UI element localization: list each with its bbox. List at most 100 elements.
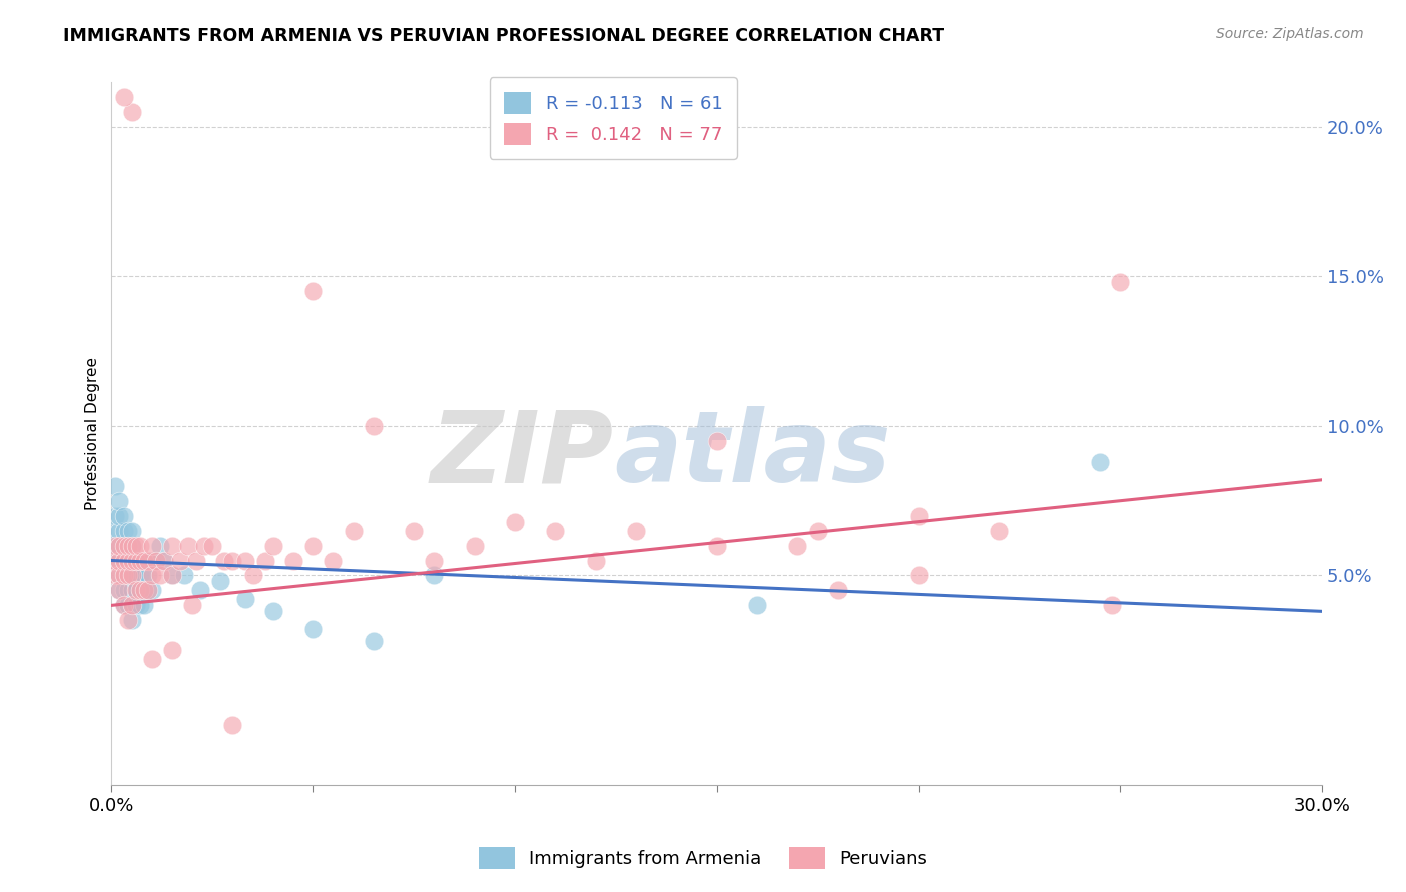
Point bbox=[233, 553, 256, 567]
Point bbox=[1109, 276, 1132, 290]
Point bbox=[141, 553, 163, 567]
Point bbox=[907, 508, 929, 523]
Point bbox=[302, 285, 325, 299]
Text: ZIP: ZIP bbox=[430, 406, 614, 503]
Point bbox=[104, 553, 127, 567]
Point bbox=[132, 599, 155, 613]
Point bbox=[342, 524, 364, 538]
Point bbox=[104, 479, 127, 493]
Point bbox=[302, 622, 325, 636]
Point bbox=[108, 568, 131, 582]
Point bbox=[141, 568, 163, 582]
Point bbox=[112, 524, 135, 538]
Point bbox=[112, 599, 135, 613]
Point bbox=[262, 604, 284, 618]
Point bbox=[117, 583, 139, 598]
Point bbox=[128, 599, 150, 613]
Point bbox=[160, 643, 183, 657]
Point bbox=[706, 539, 728, 553]
Point bbox=[117, 553, 139, 567]
Point bbox=[706, 434, 728, 448]
Point bbox=[464, 539, 486, 553]
Point bbox=[121, 599, 143, 613]
Point bbox=[186, 553, 208, 567]
Point bbox=[827, 583, 849, 598]
Point bbox=[169, 553, 191, 567]
Point bbox=[1088, 455, 1111, 469]
Point bbox=[124, 583, 146, 598]
Point bbox=[188, 583, 211, 598]
Point bbox=[665, 120, 688, 134]
Point bbox=[117, 613, 139, 627]
Point bbox=[745, 599, 768, 613]
Point bbox=[160, 568, 183, 582]
Point bbox=[108, 553, 131, 567]
Point bbox=[214, 553, 236, 567]
Point bbox=[117, 539, 139, 553]
Point bbox=[177, 539, 200, 553]
Point bbox=[117, 553, 139, 567]
Point bbox=[988, 524, 1011, 538]
Point bbox=[145, 553, 167, 567]
Point bbox=[108, 493, 131, 508]
Point bbox=[121, 568, 143, 582]
Point bbox=[1101, 599, 1123, 613]
Point bbox=[233, 592, 256, 607]
Point bbox=[907, 568, 929, 582]
Point bbox=[121, 568, 143, 582]
Point bbox=[141, 539, 163, 553]
Point bbox=[112, 90, 135, 104]
Point bbox=[149, 568, 172, 582]
Point bbox=[112, 583, 135, 598]
Point bbox=[112, 568, 135, 582]
Text: atlas: atlas bbox=[614, 406, 890, 503]
Point bbox=[201, 539, 224, 553]
Point bbox=[108, 553, 131, 567]
Point bbox=[242, 568, 264, 582]
Point bbox=[124, 568, 146, 582]
Point bbox=[108, 568, 131, 582]
Point bbox=[786, 539, 808, 553]
Point bbox=[124, 539, 146, 553]
Point bbox=[136, 583, 159, 598]
Point bbox=[108, 524, 131, 538]
Point bbox=[121, 105, 143, 120]
Point bbox=[181, 599, 204, 613]
Point bbox=[302, 539, 325, 553]
Point bbox=[173, 568, 195, 582]
Point bbox=[363, 419, 385, 434]
Y-axis label: Professional Degree: Professional Degree bbox=[86, 357, 100, 510]
Legend: R = -0.113   N = 61, R =  0.142   N = 77: R = -0.113 N = 61, R = 0.142 N = 77 bbox=[489, 77, 737, 159]
Text: Source: ZipAtlas.com: Source: ZipAtlas.com bbox=[1216, 27, 1364, 41]
Point bbox=[104, 539, 127, 553]
Legend: Immigrants from Armenia, Peruvians: Immigrants from Armenia, Peruvians bbox=[471, 839, 935, 876]
Point bbox=[124, 553, 146, 567]
Point bbox=[112, 539, 135, 553]
Point bbox=[128, 553, 150, 567]
Point bbox=[132, 568, 155, 582]
Point bbox=[124, 583, 146, 598]
Point bbox=[322, 553, 344, 567]
Point bbox=[281, 553, 304, 567]
Point bbox=[153, 553, 176, 567]
Point bbox=[132, 583, 155, 598]
Point bbox=[112, 539, 135, 553]
Point bbox=[262, 539, 284, 553]
Point bbox=[221, 553, 243, 567]
Point bbox=[624, 524, 647, 538]
Point bbox=[121, 524, 143, 538]
Point bbox=[117, 524, 139, 538]
Point bbox=[108, 539, 131, 553]
Point bbox=[404, 524, 426, 538]
Point bbox=[108, 508, 131, 523]
Point bbox=[117, 599, 139, 613]
Point bbox=[108, 583, 131, 598]
Point bbox=[121, 539, 143, 553]
Point bbox=[807, 524, 830, 538]
Point bbox=[121, 553, 143, 567]
Point bbox=[132, 553, 155, 567]
Point bbox=[193, 539, 215, 553]
Point bbox=[112, 553, 135, 567]
Point bbox=[112, 599, 135, 613]
Point bbox=[112, 553, 135, 567]
